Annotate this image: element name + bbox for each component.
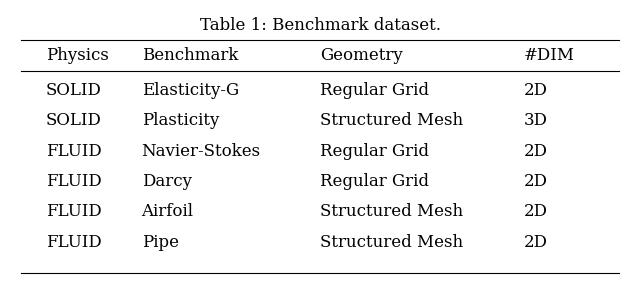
Text: SOLID: SOLID	[46, 82, 102, 99]
Text: Structured Mesh: Structured Mesh	[320, 234, 463, 251]
Text: #DIM: #DIM	[524, 47, 575, 64]
Text: Geometry: Geometry	[320, 47, 403, 64]
Text: FLUID: FLUID	[46, 234, 102, 251]
Text: Regular Grid: Regular Grid	[320, 143, 429, 160]
Text: FLUID: FLUID	[46, 173, 102, 190]
Text: Table 1: Benchmark dataset.: Table 1: Benchmark dataset.	[200, 17, 440, 34]
Text: FLUID: FLUID	[46, 203, 102, 220]
Text: Navier-Stokes: Navier-Stokes	[141, 143, 260, 160]
Text: Structured Mesh: Structured Mesh	[320, 112, 463, 129]
Text: Plasticity: Plasticity	[141, 112, 219, 129]
Text: FLUID: FLUID	[46, 143, 102, 160]
Text: Pipe: Pipe	[141, 234, 179, 251]
Text: 2D: 2D	[524, 143, 548, 160]
Text: Darcy: Darcy	[141, 173, 191, 190]
Text: Physics: Physics	[46, 47, 109, 64]
Text: 2D: 2D	[524, 173, 548, 190]
Text: SOLID: SOLID	[46, 112, 102, 129]
Text: 2D: 2D	[524, 203, 548, 220]
Text: Airfoil: Airfoil	[141, 203, 193, 220]
Text: Structured Mesh: Structured Mesh	[320, 203, 463, 220]
Text: Benchmark: Benchmark	[141, 47, 238, 64]
Text: 2D: 2D	[524, 82, 548, 99]
Text: 2D: 2D	[524, 234, 548, 251]
Text: 3D: 3D	[524, 112, 548, 129]
Text: Regular Grid: Regular Grid	[320, 173, 429, 190]
Text: Regular Grid: Regular Grid	[320, 82, 429, 99]
Text: Elasticity-G: Elasticity-G	[141, 82, 239, 99]
